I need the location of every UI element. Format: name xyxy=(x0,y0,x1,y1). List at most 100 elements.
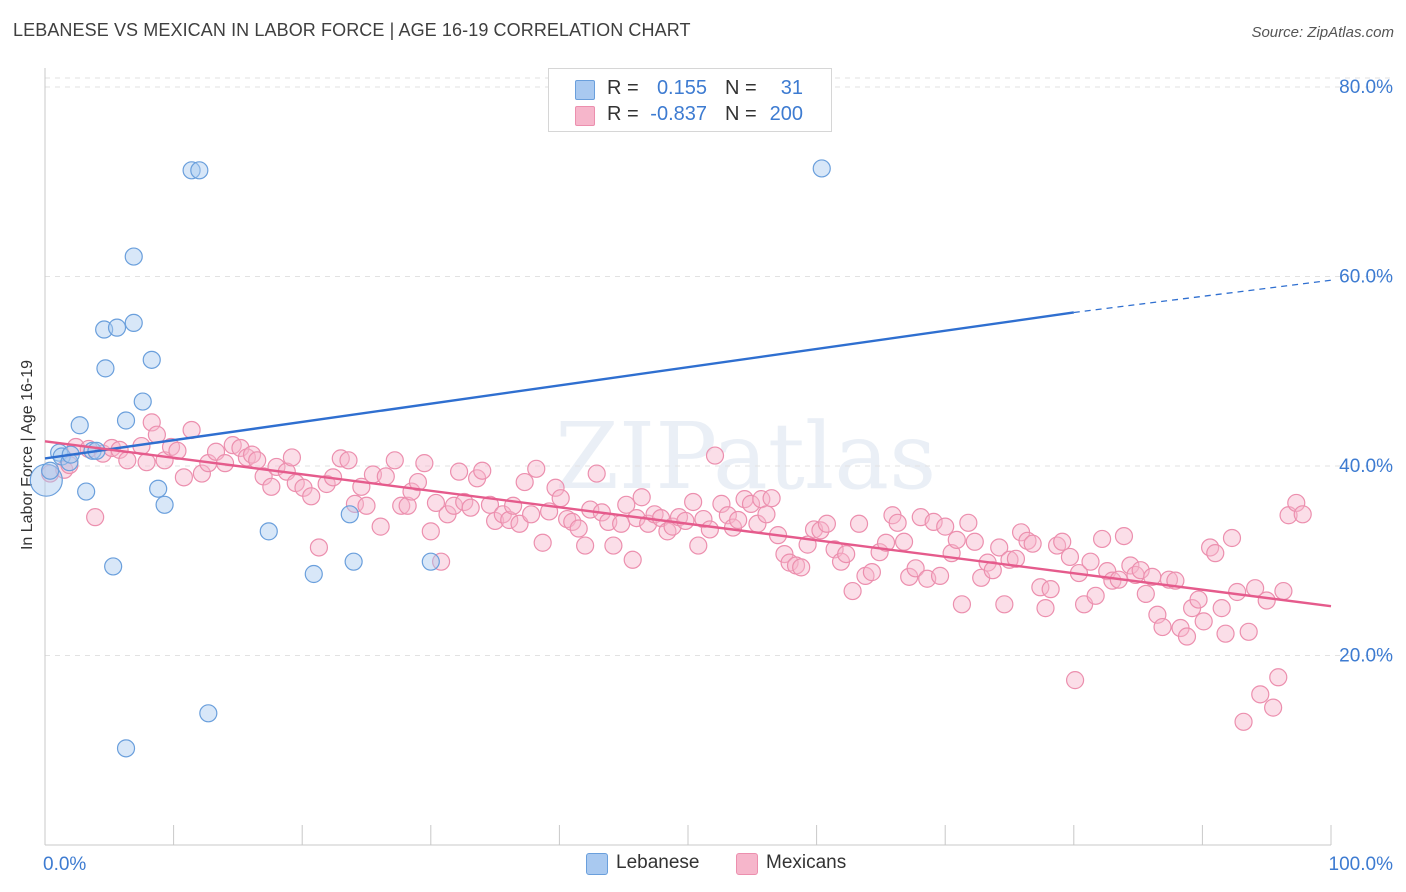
mexicans-point xyxy=(174,468,193,487)
lebanese-point xyxy=(182,161,201,180)
mexicans-point xyxy=(1177,627,1197,646)
mexicans-point xyxy=(231,438,250,458)
source-label: Source: ZipAtlas.com xyxy=(1251,24,1394,41)
lebanese-point xyxy=(104,557,123,576)
mexicans-point xyxy=(376,467,395,486)
lebanese-point xyxy=(77,482,96,501)
lebanese-points xyxy=(29,159,831,758)
lebanese-point xyxy=(124,313,143,332)
r-label: R = xyxy=(607,77,639,99)
mexicans-point xyxy=(339,451,358,470)
mexicans-point xyxy=(118,451,137,470)
mexicans-point xyxy=(959,513,978,532)
n-value: 31 xyxy=(780,77,803,99)
lebanese-point xyxy=(96,359,115,378)
mexicans-point xyxy=(546,478,565,497)
mexicans-point xyxy=(617,495,636,514)
mexicans-point xyxy=(398,496,417,515)
mexicans-point xyxy=(990,538,1009,557)
mexicans-point xyxy=(1264,698,1283,717)
lebanese-point xyxy=(149,479,168,498)
mexicans-point xyxy=(563,512,582,531)
mexicans-point xyxy=(1189,590,1208,609)
mexicans-point xyxy=(533,533,552,552)
mexicans-point xyxy=(461,498,480,517)
chart-title: LEBANESE VS MEXICAN IN LABOR FORCE | AGE… xyxy=(13,20,691,40)
mexicans-point xyxy=(242,445,262,464)
mexicans-point xyxy=(248,451,267,470)
mexicans-point xyxy=(1053,532,1072,551)
mexicans-point xyxy=(262,477,281,496)
mexicans-point xyxy=(1092,529,1112,549)
lebanese-swatch xyxy=(575,80,595,100)
mexicans-point xyxy=(1239,622,1258,641)
legend-label-lebanese: Lebanese xyxy=(616,852,700,873)
mexicans-point xyxy=(729,510,748,530)
r-value: -0.837 xyxy=(650,103,707,125)
mexicans-point xyxy=(924,512,943,531)
mexicans-point xyxy=(817,514,836,533)
lebanese-point xyxy=(116,411,136,430)
mexicans-point xyxy=(1251,685,1270,704)
mexicans-point xyxy=(741,494,761,513)
mexicans-point xyxy=(1287,493,1306,513)
mexicans-point xyxy=(302,487,321,506)
mexicans-point xyxy=(1081,552,1100,571)
mexicans-point xyxy=(757,505,776,524)
mexicans-point xyxy=(792,558,811,577)
mexicans-point xyxy=(811,521,830,540)
mexicans-trend-line xyxy=(44,440,1332,608)
trend-lines xyxy=(44,279,1332,608)
lebanese-legend-swatch xyxy=(586,853,608,875)
mexicans-point xyxy=(192,464,211,483)
n-label: N = xyxy=(725,77,757,99)
mexicans-point xyxy=(632,488,651,507)
mexicans-point xyxy=(849,514,869,533)
mexicans-point xyxy=(480,495,500,514)
y-tick-label: 60.0% xyxy=(1339,266,1393,287)
mexicans-point xyxy=(1257,591,1276,610)
mexicans-point xyxy=(1228,582,1247,602)
x-tick-label: 0.0% xyxy=(43,854,86,875)
mexicans-point xyxy=(357,496,376,515)
mexicans-point xyxy=(317,474,336,494)
mexicans-point xyxy=(1086,586,1105,605)
mexicans-point xyxy=(1153,617,1172,637)
lebanese-point xyxy=(70,416,89,435)
lebanese-point xyxy=(190,161,209,180)
mexicans-point xyxy=(392,496,411,515)
mexicans-point xyxy=(888,513,907,532)
lebanese-point xyxy=(116,739,136,758)
mexicans-point xyxy=(1216,624,1235,643)
r-value: 0.155 xyxy=(656,77,707,99)
watermark: ZIPatlas xyxy=(555,403,936,510)
mexicans-point xyxy=(282,448,302,467)
mexicans-point xyxy=(1206,544,1225,563)
mexicans-point xyxy=(1131,561,1150,580)
mexicans-point xyxy=(876,533,896,552)
mexicans-point xyxy=(1036,599,1055,618)
mexicans-point xyxy=(515,472,534,492)
n-value: 200 xyxy=(769,103,803,125)
mexicans-point xyxy=(894,532,914,551)
mexicans-point xyxy=(1121,556,1140,575)
mexicans-point xyxy=(576,536,595,555)
mexicans-point xyxy=(1212,599,1231,618)
mexicans-point xyxy=(415,454,434,473)
mexicans-point xyxy=(449,462,469,481)
mexicans-point xyxy=(936,517,955,536)
stats-legend: R = 0.155 N = 31 R = -0.837 N = 200 xyxy=(548,68,832,132)
mexicans-point xyxy=(345,494,365,513)
mexicans-point xyxy=(1041,580,1060,599)
mexicans-point xyxy=(426,493,446,513)
mexicans-point xyxy=(1136,584,1155,603)
mexicans-point xyxy=(1222,528,1242,548)
legend-row-mexicans: R = -0.837 N = 200 xyxy=(549,101,831,127)
mexicans-point xyxy=(775,544,794,564)
mexicans-point xyxy=(86,508,105,527)
mexicans-point xyxy=(705,446,725,465)
mexicans-point xyxy=(371,517,390,536)
mexicans-point xyxy=(569,519,588,538)
lebanese-point xyxy=(259,522,278,541)
